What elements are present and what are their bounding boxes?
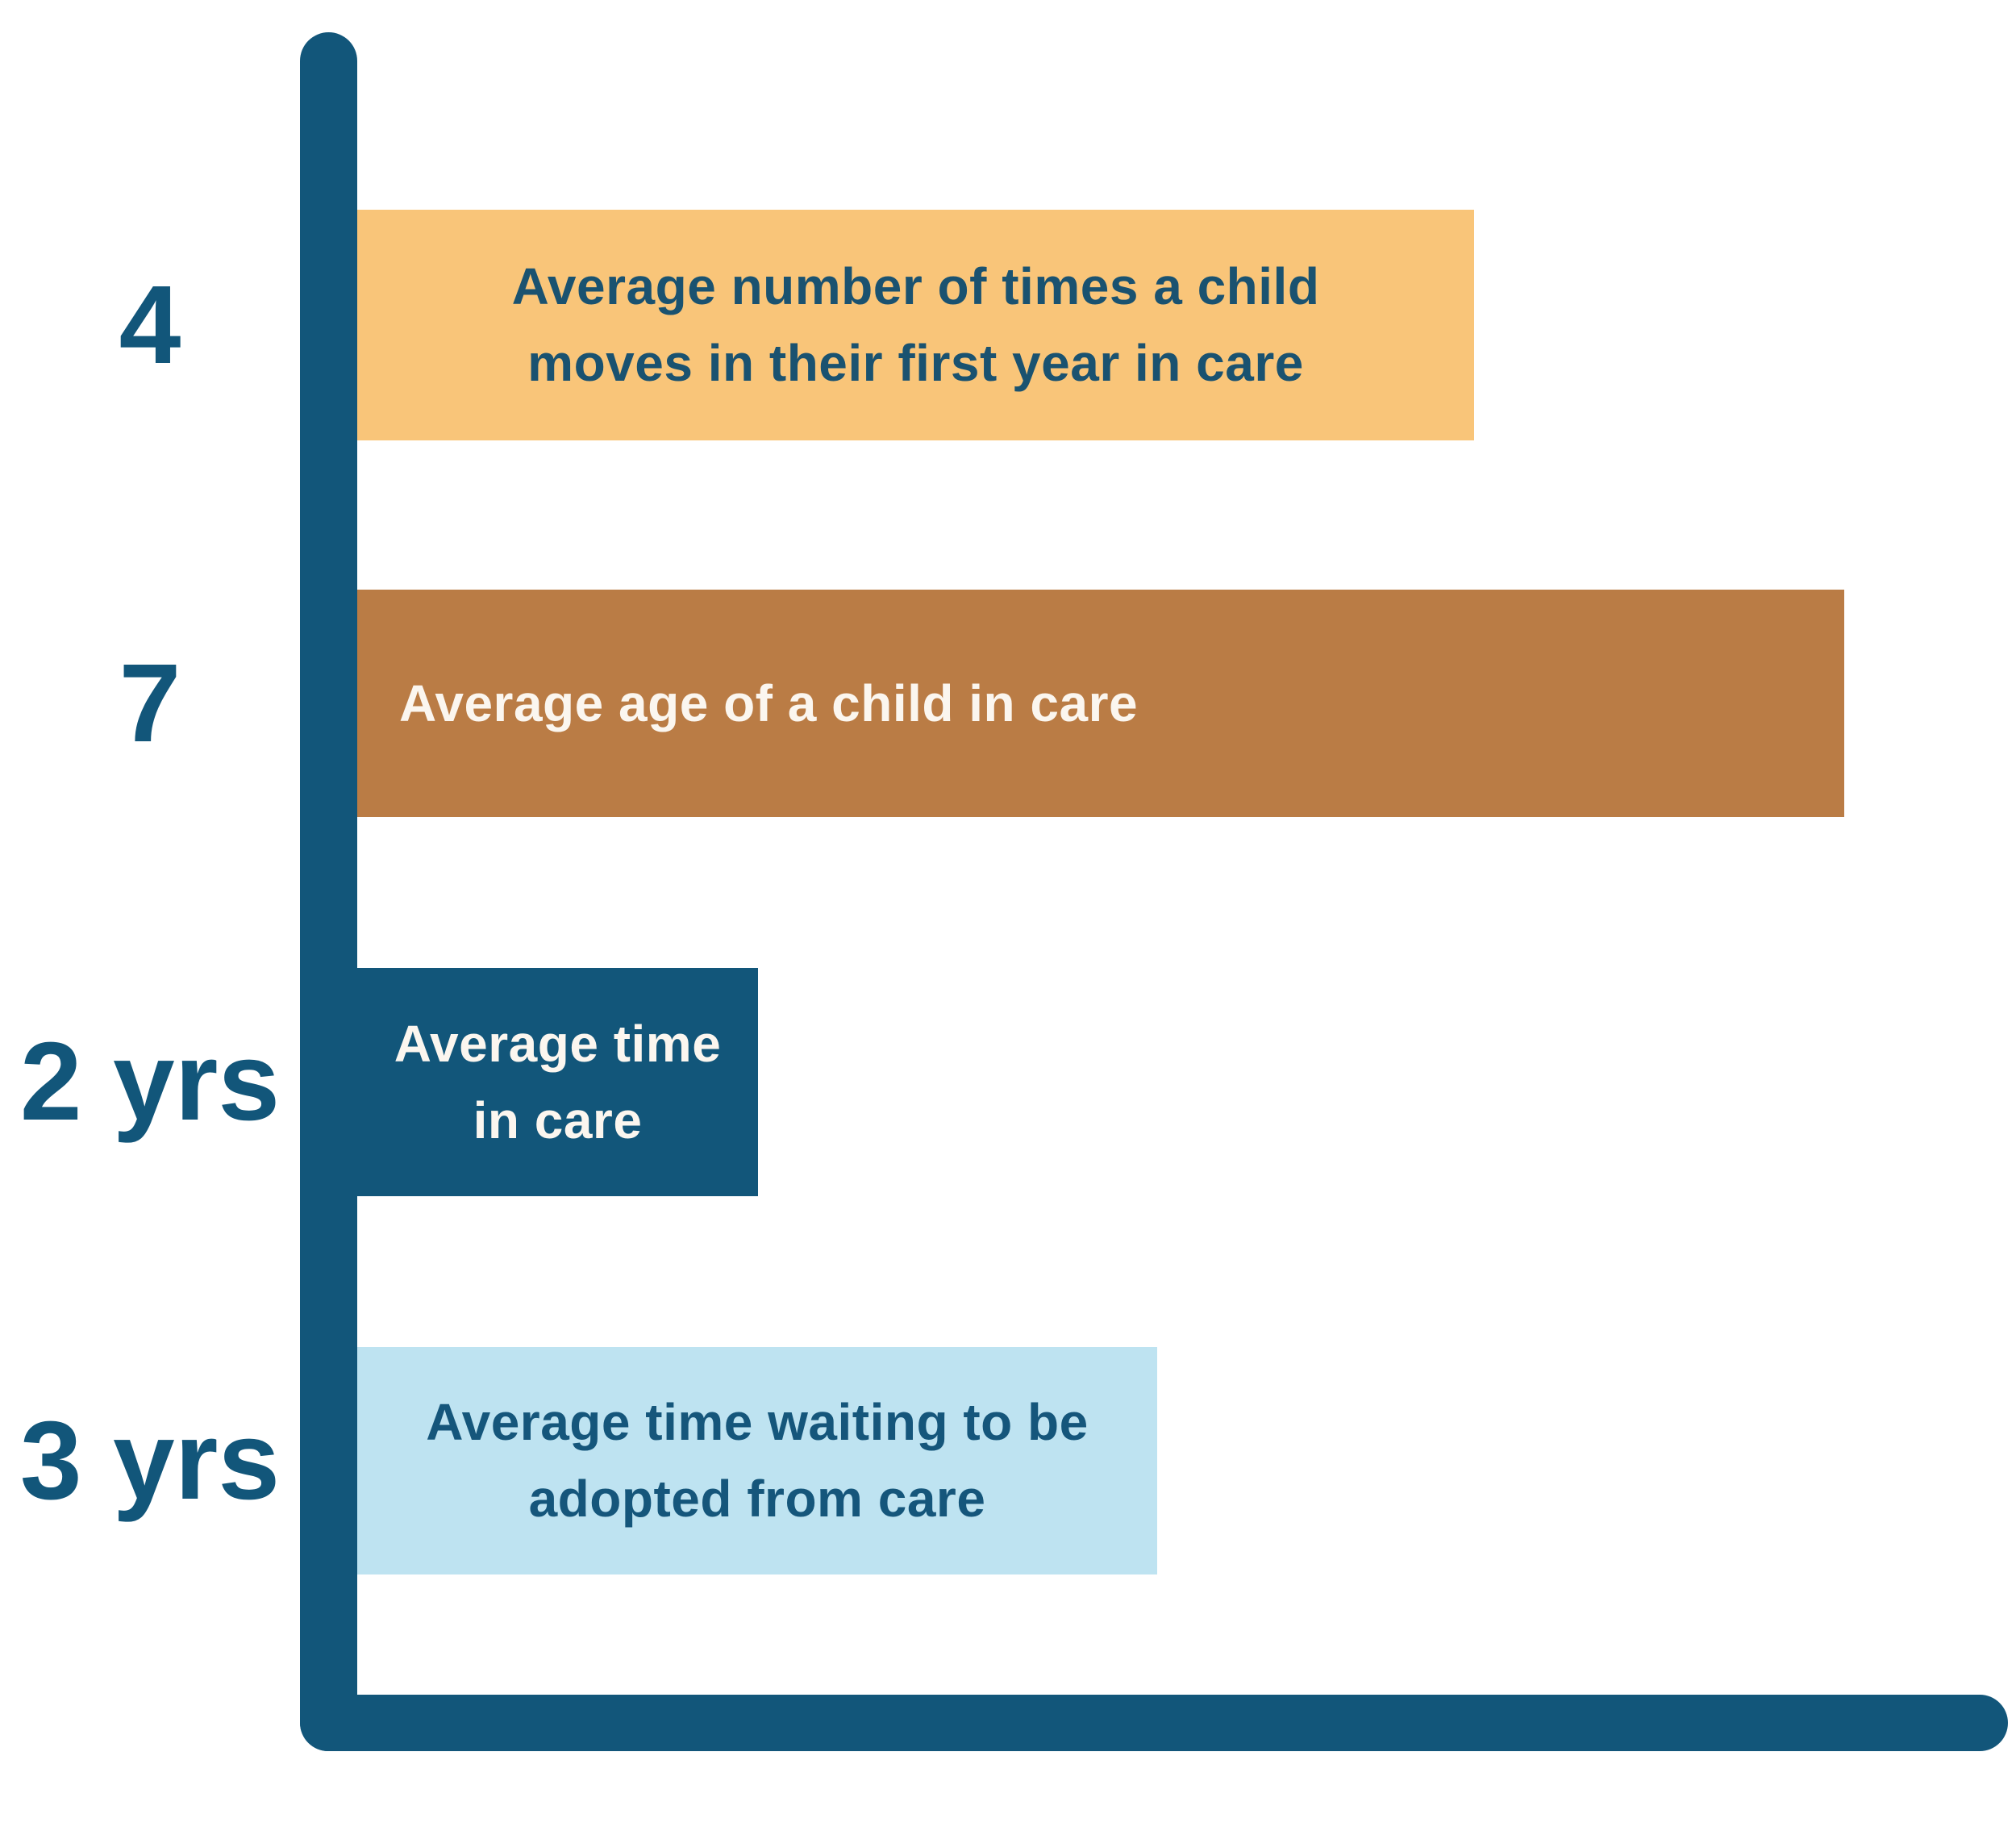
bar-average-age: Average age of a child in care (357, 590, 1844, 817)
value-label-text: 3 yrs (19, 1398, 281, 1523)
value-label-text: 4 (119, 262, 181, 387)
bar-label-line: Average time (394, 1014, 722, 1073)
bar-first-year-moves: Average number of times a child moves in… (357, 210, 1474, 440)
bar-label-line: moves in their first year in care (527, 334, 1304, 392)
value-label-text: 7 (119, 640, 181, 765)
bar-label-line: Average time waiting to be (426, 1393, 1089, 1451)
bar-waiting-adoption: Average time waiting to be adopted from … (357, 1347, 1157, 1574)
bar-label-line: Average number of times a child (511, 257, 1320, 315)
bar-label-line: Average age of a child in care (399, 674, 1139, 732)
bar-label-line: adopted from care (528, 1470, 986, 1528)
bar-label-line: in care (473, 1091, 643, 1149)
value-label-text: 2 yrs (19, 1020, 281, 1144)
y-axis (300, 32, 357, 1751)
x-axis (300, 1695, 2008, 1751)
value-label-moves: 4 (0, 210, 300, 440)
value-label-time-in-care: 2 yrs (0, 968, 300, 1196)
value-label-age: 7 (0, 590, 300, 817)
value-label-waiting-adoption: 3 yrs (0, 1347, 300, 1574)
bar-time-in-care: Average time in care (357, 968, 758, 1196)
